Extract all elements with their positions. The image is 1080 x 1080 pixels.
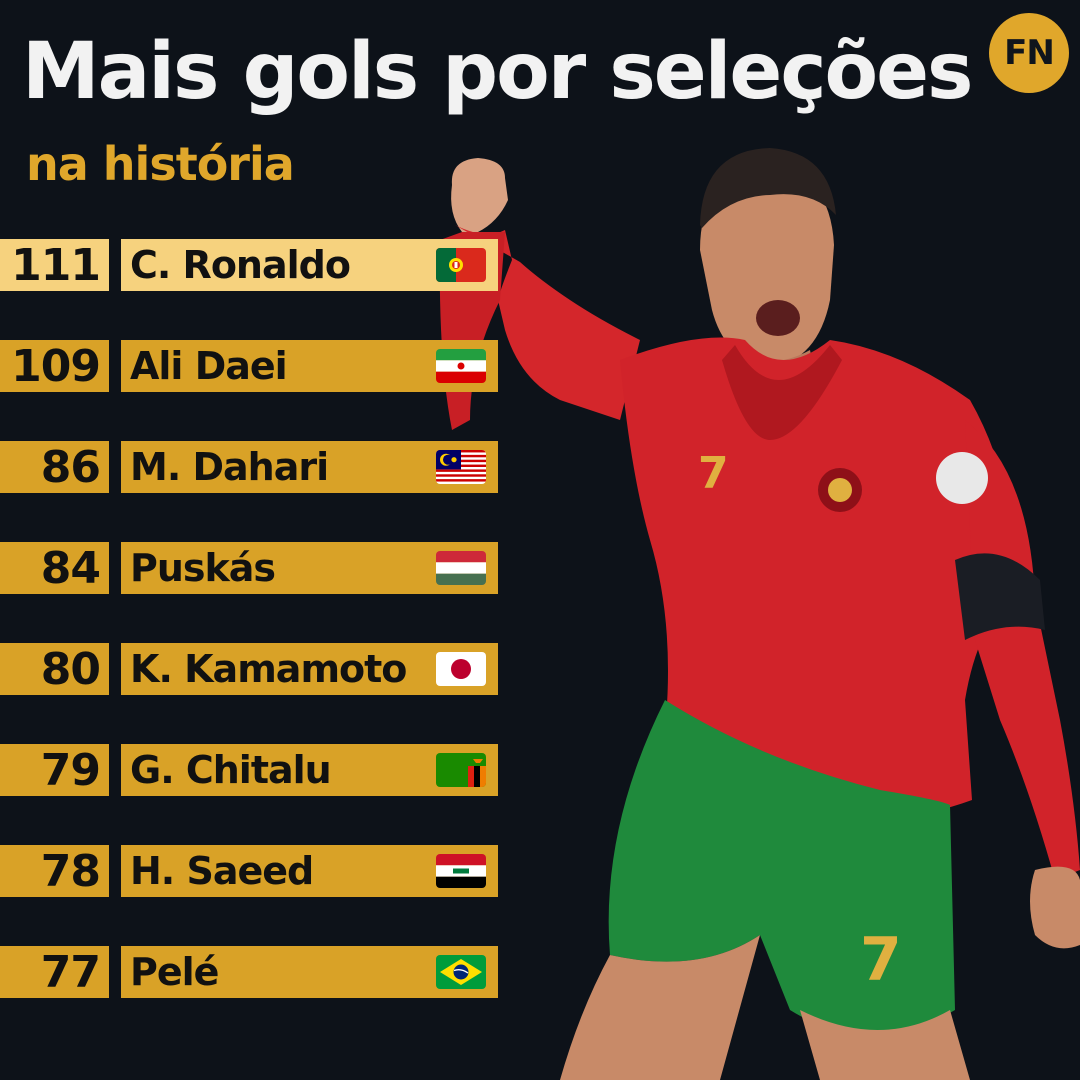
name-bar: G. Chitalu (121, 744, 498, 796)
goal-count: 109 (0, 340, 109, 392)
logo-text: FN (1004, 33, 1055, 73)
name-bar: Puskás (121, 542, 498, 594)
name-bar: C. Ronaldo (121, 239, 498, 291)
ranking-row: 84 Puskás (0, 542, 498, 594)
ranking-row: 111 C. Ronaldo (0, 239, 498, 291)
ranking-row: 78 H. Saeed (0, 845, 498, 897)
goal-count: 78 (0, 845, 109, 897)
zambia-flag-icon (436, 753, 486, 787)
page-subtitle: na história (26, 137, 295, 191)
ranking-row: 109 Ali Daei (0, 340, 498, 392)
iran-flag-icon (436, 349, 486, 383)
player-name: K. Kamamoto (130, 647, 407, 691)
malaysia-flag-icon (436, 450, 486, 484)
player-name: M. Dahari (130, 445, 329, 489)
brazil-flag-icon (436, 955, 486, 989)
shorts-number: 7 (860, 925, 902, 995)
player-name: C. Ronaldo (130, 243, 351, 287)
ranking-row: 79 G. Chitalu (0, 744, 498, 796)
player-name: Pelé (130, 950, 219, 994)
goal-count: 80 (0, 643, 109, 695)
ranking-row: 86 M. Dahari (0, 441, 498, 493)
goal-count: 111 (0, 239, 109, 291)
fn-logo: FN (989, 13, 1069, 93)
ranking-row: 77 Pelé (0, 946, 498, 998)
player-name: Puskás (130, 546, 276, 590)
page-title: Mais gols por seleções (22, 27, 973, 117)
name-bar: H. Saeed (121, 845, 498, 897)
hungary-flag-icon (436, 551, 486, 585)
iraq-flag-icon (436, 854, 486, 888)
jersey-number: 7 (698, 448, 729, 499)
portugal-flag-icon (436, 248, 486, 282)
goal-count: 79 (0, 744, 109, 796)
player-name: Ali Daei (130, 344, 288, 388)
name-bar: M. Dahari (121, 441, 498, 493)
player-name: H. Saeed (130, 849, 314, 893)
player-photo: 7 7 (430, 140, 1080, 1080)
japan-flag-icon (436, 652, 486, 686)
player-name: G. Chitalu (130, 748, 332, 792)
name-bar: Pelé (121, 946, 498, 998)
goal-count: 84 (0, 542, 109, 594)
goal-count: 86 (0, 441, 109, 493)
name-bar: Ali Daei (121, 340, 498, 392)
name-bar: K. Kamamoto (121, 643, 498, 695)
ranking-row: 80 K. Kamamoto (0, 643, 498, 695)
goal-count: 77 (0, 946, 109, 998)
